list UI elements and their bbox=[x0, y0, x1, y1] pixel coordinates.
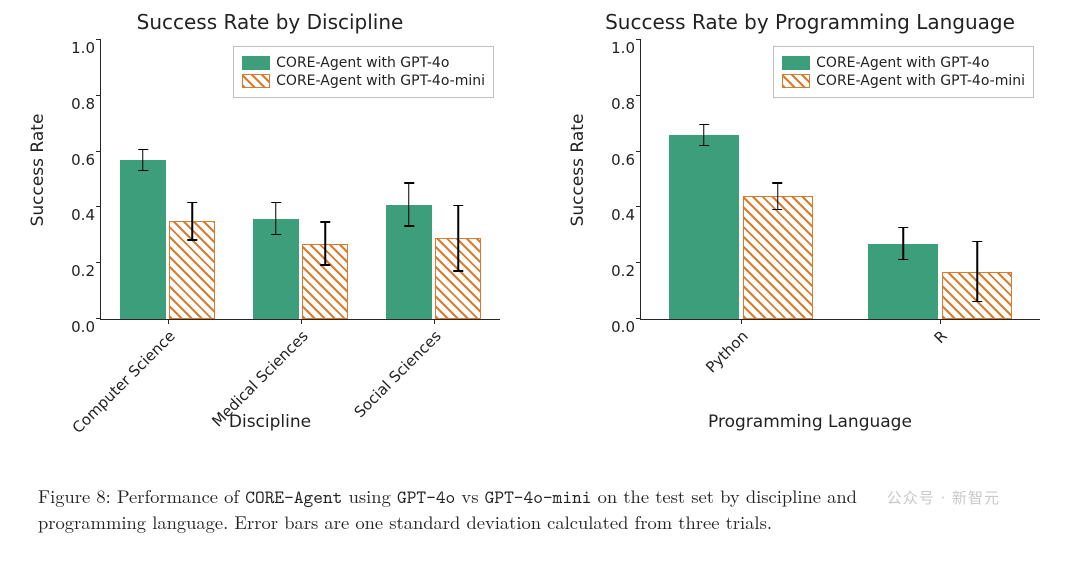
error-bar bbox=[457, 205, 459, 272]
y-axis-label: Success Rate bbox=[28, 114, 48, 227]
legend-label: CORE-Agent with GPT-4o-mini bbox=[276, 73, 485, 89]
panel-language: Success Rate by Programming Language Suc… bbox=[560, 10, 1060, 440]
bar-gpt4o-mini bbox=[743, 196, 813, 319]
y-axis-label: Success Rate bbox=[568, 114, 588, 227]
error-bar bbox=[903, 227, 905, 260]
ytick-label: 0.6 bbox=[61, 151, 95, 169]
ytick-label: 0.2 bbox=[601, 262, 635, 280]
ytick-mark bbox=[636, 151, 641, 152]
legend-swatch-gpt4o-mini bbox=[242, 74, 270, 88]
panels-row: Success Rate by Discipline Success Rate … bbox=[0, 0, 1080, 440]
figure-container: Success Rate by Discipline Success Rate … bbox=[0, 0, 1080, 563]
xtick-mark bbox=[168, 319, 169, 324]
error-bar bbox=[324, 221, 326, 266]
xtick-mark bbox=[301, 319, 302, 324]
x-axis-label: Programming Language bbox=[560, 412, 1060, 432]
error-bar bbox=[275, 202, 277, 235]
legend-swatch-gpt4o bbox=[242, 56, 270, 70]
ytick-label: 0.8 bbox=[601, 95, 635, 113]
legend: CORE-Agent with GPT-4o CORE-Agent with G… bbox=[773, 46, 1034, 98]
ytick-mark bbox=[96, 39, 101, 40]
legend: CORE-Agent with GPT-4o CORE-Agent with G… bbox=[233, 46, 494, 98]
ytick-mark bbox=[636, 95, 641, 96]
ytick-mark bbox=[96, 95, 101, 96]
ytick-mark bbox=[636, 262, 641, 263]
ytick-label: 0.4 bbox=[61, 206, 95, 224]
error-bar bbox=[142, 149, 144, 171]
ytick-label: 0.6 bbox=[601, 151, 635, 169]
axes-discipline: CORE-Agent with GPT-4o CORE-Agent with G… bbox=[100, 40, 500, 320]
ytick-mark bbox=[636, 39, 641, 40]
ytick-label: 0.2 bbox=[61, 262, 95, 280]
ytick-mark bbox=[96, 151, 101, 152]
legend-item-gpt4o-mini: CORE-Agent with GPT-4o-mini bbox=[782, 73, 1025, 89]
panel-title: Success Rate by Programming Language bbox=[560, 10, 1060, 34]
legend-item-gpt4o: CORE-Agent with GPT-4o bbox=[782, 55, 1025, 71]
ytick-mark bbox=[96, 318, 101, 319]
ytick-label: 0.0 bbox=[601, 318, 635, 336]
xtick-label: R bbox=[931, 327, 951, 347]
legend-swatch-gpt4o-mini bbox=[782, 74, 810, 88]
ytick-label: 1.0 bbox=[61, 39, 95, 57]
bar-gpt4o bbox=[120, 160, 167, 319]
legend-label: CORE-Agent with GPT-4o-mini bbox=[816, 73, 1025, 89]
xtick-label: Social Sciences bbox=[350, 327, 444, 421]
error-bar bbox=[976, 241, 978, 302]
ytick-mark bbox=[636, 206, 641, 207]
x-axis-label: Discipline bbox=[20, 412, 520, 432]
ytick-label: 0.4 bbox=[601, 206, 635, 224]
error-bar bbox=[408, 182, 410, 227]
legend-item-gpt4o-mini: CORE-Agent with GPT-4o-mini bbox=[242, 73, 485, 89]
error-bar bbox=[777, 182, 779, 210]
error-bar bbox=[703, 124, 705, 146]
legend-swatch-gpt4o bbox=[782, 56, 810, 70]
ytick-mark bbox=[96, 262, 101, 263]
legend-item-gpt4o: CORE-Agent with GPT-4o bbox=[242, 55, 485, 71]
bar-gpt4o bbox=[669, 135, 739, 319]
figure-caption: Figure 8: Performance of CORE-Agent usin… bbox=[38, 484, 1042, 535]
panel-discipline: Success Rate by Discipline Success Rate … bbox=[20, 10, 520, 440]
ytick-label: 0.0 bbox=[61, 318, 95, 336]
error-bar bbox=[191, 202, 193, 241]
ytick-label: 0.8 bbox=[61, 95, 95, 113]
legend-label: CORE-Agent with GPT-4o bbox=[276, 55, 449, 71]
ytick-label: 1.0 bbox=[601, 39, 635, 57]
xtick-mark bbox=[741, 319, 742, 324]
xtick-mark bbox=[434, 319, 435, 324]
panel-title: Success Rate by Discipline bbox=[20, 10, 520, 34]
xtick-mark bbox=[940, 319, 941, 324]
legend-label: CORE-Agent with GPT-4o bbox=[816, 55, 989, 71]
ytick-mark bbox=[636, 318, 641, 319]
xtick-label: Python bbox=[702, 327, 751, 376]
caption-line2: programming language. Error bars are one… bbox=[38, 510, 1042, 535]
caption-text: Figure 8: Performance of CORE-Agent usin… bbox=[38, 483, 857, 509]
axes-language: CORE-Agent with GPT-4o CORE-Agent with G… bbox=[640, 40, 1040, 320]
ytick-mark bbox=[96, 206, 101, 207]
